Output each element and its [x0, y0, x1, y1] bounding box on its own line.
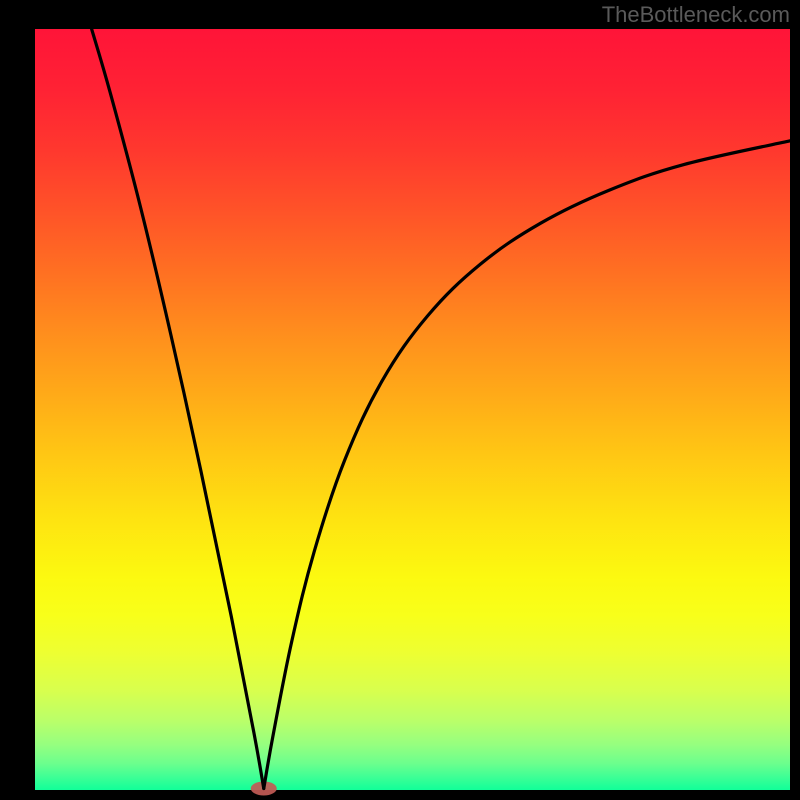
- plot-background: [35, 29, 790, 790]
- chart-container: TheBottleneck.com: [0, 0, 800, 800]
- watermark-text: TheBottleneck.com: [602, 2, 790, 28]
- chart-svg: [0, 0, 800, 800]
